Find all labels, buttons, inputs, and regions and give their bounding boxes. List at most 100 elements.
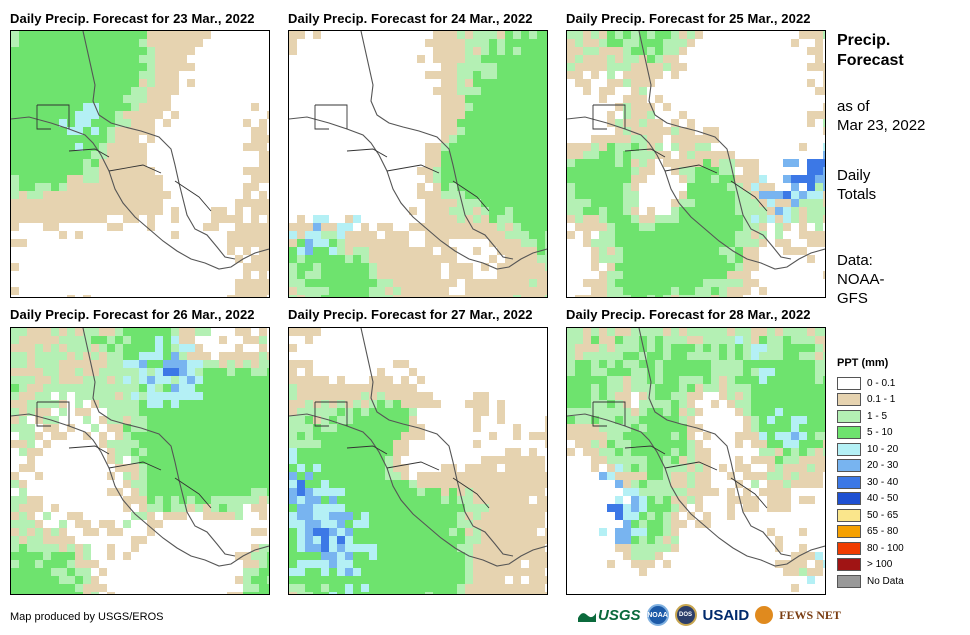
legend-item: 65 - 80 bbox=[837, 525, 898, 539]
country-border bbox=[314, 401, 348, 427]
panel-title-6: Daily Precip. Forecast for 28 Mar., 2022 bbox=[566, 307, 811, 322]
legend-label: 65 - 80 bbox=[867, 526, 899, 537]
country-border bbox=[730, 477, 768, 509]
precip-field bbox=[289, 328, 547, 594]
data-source: NOAA-GFS bbox=[837, 271, 885, 307]
legend-label: 0 - 0.1 bbox=[867, 377, 896, 389]
coastline bbox=[289, 413, 547, 567]
legend-label: 5 - 10 bbox=[867, 427, 893, 438]
fews-net-emblem bbox=[755, 606, 774, 624]
as-of-date: Mar 23, 2022 bbox=[837, 117, 926, 134]
as-of-label: as of bbox=[837, 98, 870, 115]
country-border bbox=[346, 445, 440, 471]
coastline bbox=[567, 116, 825, 270]
panel-title-4: Daily Precip. Forecast for 26 Mar., 2022 bbox=[10, 307, 255, 322]
daily-totals-label: Daily Totals bbox=[837, 167, 877, 203]
legend-swatch bbox=[837, 558, 861, 571]
usgs-logo: USGS bbox=[578, 607, 641, 624]
logo-strip: USGS NOAA DOS USAID FEWS NET bbox=[578, 603, 841, 627]
legend-swatch bbox=[837, 574, 861, 588]
precip-map-5 bbox=[289, 328, 547, 594]
coastline bbox=[82, 328, 236, 557]
map-panel-3 bbox=[566, 30, 826, 298]
noaa-logo: NOAA bbox=[646, 604, 669, 626]
legend-item: 50 - 65 bbox=[837, 508, 898, 522]
legend-swatch bbox=[837, 376, 861, 390]
country-border bbox=[624, 445, 718, 471]
legend-swatch bbox=[837, 426, 861, 439]
coastline bbox=[360, 328, 514, 557]
precip-map-4 bbox=[11, 328, 269, 594]
dos-seal-text: DOS bbox=[679, 612, 693, 618]
legend-item: 80 - 100 bbox=[837, 541, 904, 555]
legend-item: 5 - 10 bbox=[837, 426, 893, 440]
legend-swatch bbox=[837, 508, 861, 522]
coastline bbox=[567, 413, 825, 567]
data-label: Data: bbox=[837, 252, 873, 269]
precip-field bbox=[567, 31, 825, 297]
country-border bbox=[592, 401, 626, 427]
legend-item: 0.1 - 1 bbox=[837, 393, 895, 407]
precip-map-2 bbox=[289, 31, 547, 297]
legend-swatch bbox=[837, 541, 861, 555]
legend-item: 0 - 0.1 bbox=[837, 376, 895, 390]
legend-swatch bbox=[837, 525, 861, 538]
panel-title-5: Daily Precip. Forecast for 27 Mar., 2022 bbox=[288, 307, 533, 322]
legend-label: 80 - 100 bbox=[867, 542, 904, 554]
usgs-logo-text: USGS bbox=[598, 606, 641, 624]
map-panel-1 bbox=[10, 30, 270, 298]
coastline bbox=[11, 413, 269, 567]
usgs-wave-icon bbox=[578, 613, 596, 622]
legend-label: 50 - 65 bbox=[867, 509, 899, 521]
legend-swatch bbox=[837, 409, 861, 423]
legend-swatch bbox=[837, 393, 861, 406]
legend-swatch bbox=[837, 492, 861, 505]
fews-net-logo: FEWS NET bbox=[779, 607, 841, 622]
usaid-logo: USAID bbox=[702, 606, 750, 624]
map-panel-4 bbox=[10, 327, 270, 595]
country-border bbox=[452, 477, 490, 509]
legend-item: 10 - 20 bbox=[837, 442, 898, 456]
legend-item: 1 - 5 bbox=[837, 409, 887, 423]
legend-swatch bbox=[837, 475, 861, 489]
precip-map-3 bbox=[567, 31, 825, 297]
precip-field bbox=[567, 328, 825, 592]
country-border bbox=[624, 148, 718, 174]
legend-label: 20 - 30 bbox=[867, 460, 899, 471]
panel-title-2: Daily Precip. Forecast for 24 Mar., 2022 bbox=[288, 11, 533, 26]
country-border bbox=[36, 104, 70, 130]
country-border bbox=[36, 401, 70, 427]
legend-item: 20 - 30 bbox=[837, 459, 898, 473]
coastline bbox=[289, 116, 547, 270]
noaa-logo-text: NOAA bbox=[647, 611, 668, 619]
country-border bbox=[68, 445, 162, 471]
precip-map-6 bbox=[567, 328, 825, 592]
legend-label: 30 - 40 bbox=[867, 476, 899, 488]
legend-label: 10 - 20 bbox=[867, 443, 899, 455]
legend-title: PPT (mm) bbox=[837, 357, 889, 369]
precip-field bbox=[11, 31, 269, 297]
legend-swatch bbox=[837, 442, 861, 456]
country-border bbox=[452, 180, 490, 212]
legend-label: No Data bbox=[867, 575, 904, 587]
legend-label: 1 - 5 bbox=[867, 410, 888, 422]
country-border bbox=[314, 104, 348, 130]
dos-seal: DOS bbox=[674, 604, 697, 626]
map-credit: Map produced by USGS/EROS bbox=[10, 611, 164, 623]
country-border bbox=[730, 180, 768, 212]
legend-item: No Data bbox=[837, 574, 904, 588]
legend-item: > 100 bbox=[837, 558, 892, 572]
forecast-title: Precip. Forecast bbox=[837, 32, 904, 69]
legend-item: 40 - 50 bbox=[837, 492, 898, 506]
legend-item: 30 - 40 bbox=[837, 475, 898, 489]
legend-label: 40 - 50 bbox=[867, 493, 899, 504]
country-border bbox=[592, 104, 626, 130]
country-border bbox=[174, 180, 212, 212]
country-border bbox=[346, 148, 440, 174]
coastline bbox=[11, 116, 269, 270]
precip-map-1 bbox=[11, 31, 269, 297]
panel-title-1: Daily Precip. Forecast for 23 Mar., 2022 bbox=[10, 11, 255, 26]
coastline bbox=[360, 31, 514, 260]
country-border bbox=[174, 477, 212, 509]
panel-title-3: Daily Precip. Forecast for 25 Mar., 2022 bbox=[566, 11, 811, 26]
